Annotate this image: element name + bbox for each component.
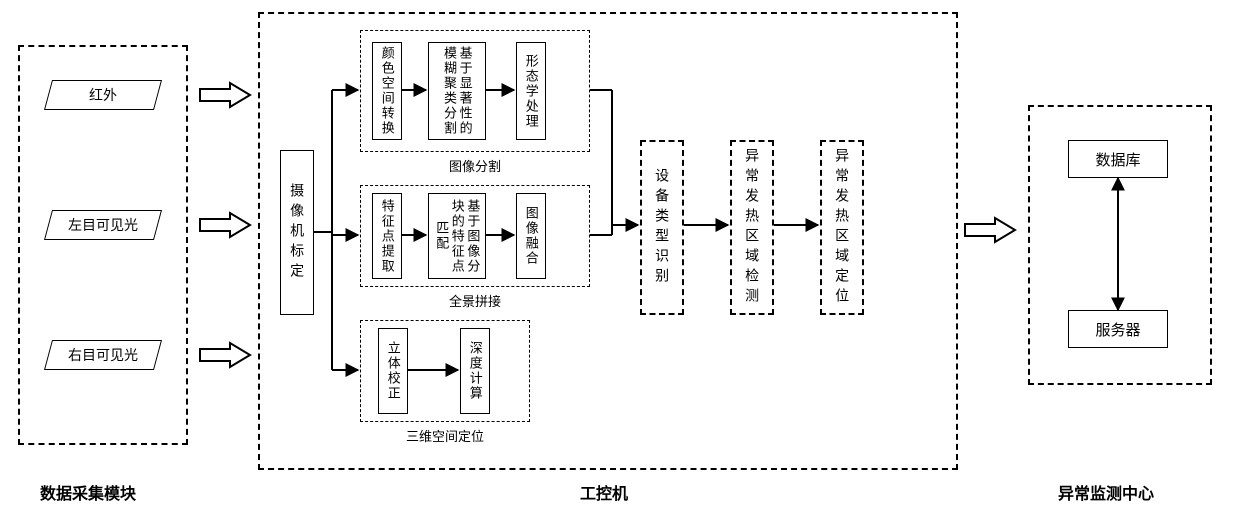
box-image-fusion: 图像融合 xyxy=(516,193,546,279)
box-feature-match: 基于图像分块的特征点匹配 xyxy=(428,193,486,279)
source-right-visible-label: 右目可见光 xyxy=(49,341,157,369)
subgroup-image-segmentation-label: 图像分割 xyxy=(361,156,589,175)
source-left-visible-label: 左目可见光 xyxy=(49,211,157,239)
source-infrared-label: 红外 xyxy=(49,81,157,109)
camera-calibration-box: 摄像机标定 xyxy=(280,150,314,315)
server-box: 服务器 xyxy=(1068,310,1168,348)
box-stereo-rectify: 立体校正 xyxy=(378,328,408,414)
module-a-label: 数据采集模块 xyxy=(40,480,136,504)
box-fuzzy-cluster: 基于显著性的模糊聚类分割 xyxy=(428,42,486,140)
camera-calibration-label: 摄像机标定 xyxy=(288,183,306,283)
source-infrared: 红外 xyxy=(44,80,162,110)
source-right-visible: 右目可见光 xyxy=(44,340,162,370)
module-c-label: 异常监测中心 xyxy=(1058,480,1154,504)
stage-abnormal-detect: 异常发热区域检测 xyxy=(730,140,774,315)
subgroup-3d-label: 三维空间定位 xyxy=(361,426,529,445)
module-b-label: 工控机 xyxy=(580,480,628,504)
box-depth-compute: 深度计算 xyxy=(460,328,490,414)
source-left-visible: 左目可见光 xyxy=(44,210,162,240)
stage-device-recognition: 设备类型识别 xyxy=(640,140,684,315)
box-morphology: 形态学处理 xyxy=(516,42,546,140)
database-box: 数据库 xyxy=(1068,140,1168,178)
box-color-space: 颜色空间转换 xyxy=(372,42,402,140)
box-feature-extract: 特征点提取 xyxy=(372,193,402,279)
stage-abnormal-locate: 异常发热区域定位 xyxy=(820,140,864,315)
subgroup-panorama-label: 全景拼接 xyxy=(361,291,589,310)
